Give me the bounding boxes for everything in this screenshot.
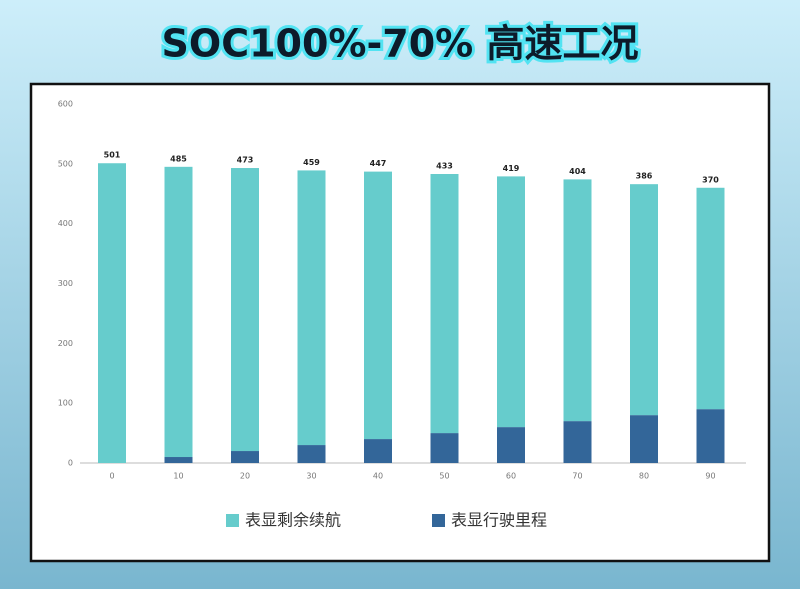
data-label: 501 xyxy=(104,151,121,160)
bar-segment xyxy=(630,184,658,416)
bar-segment xyxy=(231,451,259,463)
x-tick-label: 70 xyxy=(572,472,582,481)
data-label: 370 xyxy=(702,175,719,184)
x-tick-label: 20 xyxy=(240,472,250,481)
bar-segment xyxy=(164,166,193,458)
x-tick-label: 0 xyxy=(109,472,114,481)
x-tick-label: 60 xyxy=(506,472,516,481)
y-tick-label: 200 xyxy=(58,339,73,348)
legend-label: 表显剩余续航 xyxy=(245,511,341,530)
bar-segment xyxy=(696,187,725,410)
chart-title: SOC100%-70% 高速工况 xyxy=(162,22,639,66)
bar-segment xyxy=(297,445,326,463)
x-tick-label: 50 xyxy=(439,472,449,481)
bar-segment xyxy=(98,163,126,464)
bar-segment xyxy=(563,179,592,422)
data-label: 459 xyxy=(303,158,320,167)
data-label: 433 xyxy=(436,162,453,171)
legend-swatch xyxy=(226,514,239,527)
data-label: 473 xyxy=(237,156,254,165)
y-tick-label: 500 xyxy=(58,159,73,168)
bar-segment xyxy=(430,174,459,434)
bar-segment xyxy=(297,170,326,446)
bar-segment xyxy=(696,409,725,463)
bar-segment xyxy=(231,168,259,452)
y-tick-label: 600 xyxy=(58,100,73,109)
legend-swatch xyxy=(432,514,445,527)
bar-segment xyxy=(497,427,525,463)
bar-segment xyxy=(630,415,658,463)
legend-label: 表显行驶里程 xyxy=(451,511,547,530)
x-tick-label: 90 xyxy=(705,472,715,481)
bar-segment xyxy=(497,176,525,428)
data-label: 386 xyxy=(636,172,653,181)
bar-segment xyxy=(430,433,459,463)
bar-segment xyxy=(164,457,193,463)
data-label: 447 xyxy=(370,159,387,168)
data-label: 485 xyxy=(170,154,187,163)
bar-segment xyxy=(563,421,592,463)
y-tick-label: 300 xyxy=(58,279,73,288)
x-tick-label: 30 xyxy=(306,472,316,481)
y-tick-label: 100 xyxy=(58,399,73,408)
x-tick-label: 80 xyxy=(639,472,649,481)
x-tick-label: 40 xyxy=(373,472,383,481)
x-tick-label: 10 xyxy=(173,472,183,481)
bar-segment xyxy=(364,171,392,440)
data-label: 419 xyxy=(503,164,520,173)
bar-segment xyxy=(364,439,392,463)
data-label: 404 xyxy=(569,167,586,176)
chart-panel xyxy=(29,82,771,563)
y-tick-label: 400 xyxy=(58,219,73,228)
y-tick-label: 0 xyxy=(68,459,73,468)
